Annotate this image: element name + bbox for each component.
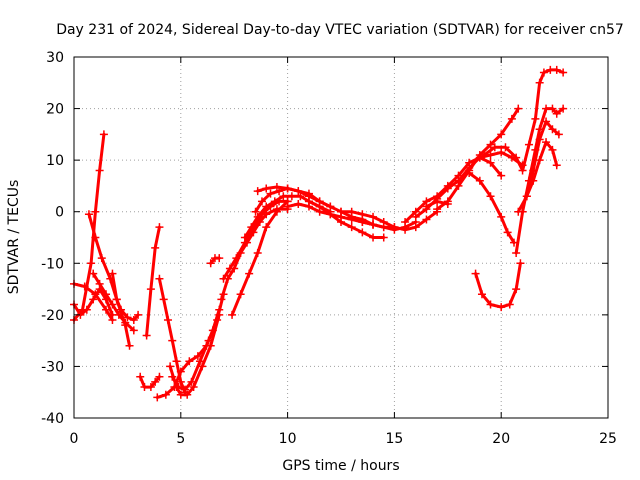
data-point (215, 254, 223, 262)
data-point (525, 141, 533, 149)
data-point (254, 249, 262, 257)
data-point (536, 79, 544, 87)
data-point (164, 316, 172, 324)
y-tick-label: 20 (46, 102, 64, 118)
data-point (497, 303, 505, 311)
x-tick-label: 20 (492, 431, 510, 447)
x-tick-label: 15 (385, 431, 403, 447)
series-line-track-27 (437, 109, 518, 210)
axis-ticks: 0 5 10 15 20 25 -40 -30 -20 -10 0 10 20 30 (41, 50, 617, 447)
data-point (472, 270, 480, 278)
data-series (70, 66, 567, 401)
data-point (506, 301, 514, 309)
data-point (113, 295, 121, 303)
chart-title: Day 231 of 2024, Sidereal Day-to-day VTE… (56, 22, 624, 38)
data-point (294, 200, 302, 208)
data-point (153, 393, 161, 401)
data-point (173, 357, 181, 365)
data-point (151, 244, 159, 252)
data-point (553, 161, 561, 169)
data-point (126, 342, 134, 350)
data-point (254, 187, 262, 195)
data-point (96, 166, 104, 174)
data-point (100, 130, 108, 138)
data-point (237, 290, 245, 298)
x-tick-label: 5 (176, 431, 185, 447)
data-point (380, 234, 388, 242)
y-tick-label: -10 (41, 256, 64, 272)
x-tick-label: 0 (70, 431, 79, 447)
x-tick-label: 25 (599, 431, 617, 447)
data-point (512, 285, 520, 293)
data-point (512, 249, 520, 257)
data-point (143, 331, 151, 339)
series-line-track-30 (484, 70, 563, 171)
data-point (155, 275, 163, 283)
data-point (155, 223, 163, 231)
data-point (168, 337, 176, 345)
data-point (516, 259, 524, 267)
y-tick-label: -20 (41, 308, 64, 324)
y-tick-label: 30 (46, 50, 64, 66)
data-point (166, 362, 174, 370)
x-axis-label: GPS time / hours (282, 458, 399, 474)
series-line-track-29 (476, 263, 521, 307)
data-point (288, 192, 296, 200)
plot-frame (74, 57, 608, 418)
y-tick-label: 0 (55, 205, 64, 221)
data-point (87, 259, 95, 267)
y-tick-label: -30 (41, 359, 64, 375)
grid-lines (74, 57, 608, 418)
data-point (136, 373, 144, 381)
data-point (284, 185, 292, 193)
chart-canvas: Day 231 of 2024, Sidereal Day-to-day VTE… (0, 0, 640, 480)
y-axis-label: SDTVAR / TECUs (6, 180, 22, 295)
data-point (262, 185, 270, 193)
data-point (531, 115, 539, 123)
y-tick-label: 10 (46, 153, 64, 169)
data-point (147, 285, 155, 293)
series-line-track-8 (147, 227, 160, 335)
y-tick-label: -40 (41, 411, 64, 427)
data-point (160, 295, 168, 303)
x-tick-label: 10 (279, 431, 297, 447)
